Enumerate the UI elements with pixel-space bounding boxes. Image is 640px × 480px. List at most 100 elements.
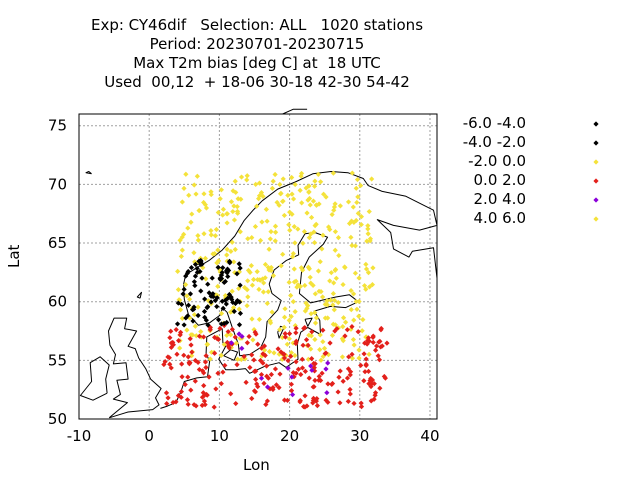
station-marker bbox=[259, 219, 265, 225]
station-marker bbox=[312, 178, 318, 184]
coastline bbox=[223, 349, 239, 361]
station-marker bbox=[232, 246, 238, 253]
title-line-4: Used 00,12 + 18-06 30-18 42-30 54-42 bbox=[104, 73, 410, 91]
station-marker bbox=[332, 201, 338, 207]
station-marker bbox=[299, 365, 306, 371]
station-marker bbox=[339, 354, 346, 360]
station-marker bbox=[367, 377, 373, 384]
station-marker bbox=[292, 240, 298, 246]
station-marker bbox=[285, 365, 291, 371]
station-marker bbox=[262, 275, 268, 281]
station-marker bbox=[207, 327, 213, 333]
legend-marker bbox=[593, 159, 599, 165]
station-marker bbox=[214, 303, 220, 310]
station-marker bbox=[316, 377, 322, 383]
station-marker bbox=[345, 199, 352, 205]
station-marker bbox=[321, 191, 327, 197]
station-marker bbox=[231, 259, 237, 265]
station-marker bbox=[333, 275, 339, 281]
station-marker bbox=[281, 324, 287, 330]
station-marker bbox=[177, 297, 183, 303]
station-marker bbox=[349, 351, 355, 357]
station-marker bbox=[199, 261, 205, 267]
station-marker bbox=[215, 336, 222, 343]
station-marker bbox=[269, 185, 276, 191]
station-marker bbox=[361, 283, 368, 289]
station-marker bbox=[379, 343, 385, 349]
station-marker bbox=[325, 315, 331, 321]
station-marker bbox=[236, 331, 242, 337]
station-marker bbox=[355, 210, 361, 216]
station-marker bbox=[306, 189, 312, 195]
station-marker bbox=[185, 401, 191, 407]
station-marker bbox=[200, 265, 206, 271]
station-marker bbox=[244, 173, 250, 179]
station-marker bbox=[270, 386, 276, 393]
station-marker bbox=[305, 342, 311, 348]
station-marker bbox=[350, 336, 357, 343]
station-marker bbox=[336, 252, 342, 259]
station-marker bbox=[312, 320, 319, 326]
station-marker bbox=[204, 341, 210, 347]
station-marker bbox=[251, 388, 258, 394]
station-marker bbox=[202, 314, 208, 320]
station-marker bbox=[293, 278, 299, 284]
station-marker bbox=[316, 373, 322, 379]
station-marker bbox=[258, 345, 265, 351]
x-axis-label: Lon bbox=[243, 456, 270, 474]
station-marker bbox=[315, 268, 322, 274]
station-marker bbox=[265, 375, 271, 381]
station-marker bbox=[215, 247, 221, 253]
station-marker bbox=[236, 306, 242, 312]
station-marker bbox=[278, 190, 284, 197]
station-marker bbox=[371, 381, 377, 387]
station-marker bbox=[179, 361, 185, 367]
station-marker bbox=[232, 300, 239, 307]
station-marker bbox=[382, 375, 388, 381]
station-marker bbox=[366, 381, 372, 387]
station-marker bbox=[256, 316, 262, 323]
station-marker bbox=[346, 354, 352, 360]
station-marker bbox=[191, 306, 197, 312]
station-marker bbox=[325, 360, 331, 366]
x-tick-label: 40 bbox=[420, 427, 439, 445]
station-marker bbox=[195, 359, 201, 365]
station-marker bbox=[198, 288, 204, 294]
station-marker bbox=[258, 375, 265, 381]
station-marker bbox=[205, 281, 211, 287]
station-marker bbox=[238, 196, 244, 202]
station-marker bbox=[170, 339, 176, 346]
station-marker bbox=[213, 386, 219, 392]
station-marker bbox=[185, 225, 191, 231]
station-marker bbox=[297, 283, 303, 290]
station-marker bbox=[237, 229, 243, 235]
station-marker bbox=[203, 353, 209, 359]
station-marker bbox=[288, 353, 294, 359]
station-marker bbox=[234, 271, 240, 277]
station-marker bbox=[350, 204, 356, 210]
station-marker bbox=[304, 210, 310, 216]
station-marker bbox=[319, 246, 325, 252]
station-marker bbox=[196, 207, 202, 214]
station-marker bbox=[311, 240, 318, 246]
station-marker bbox=[215, 370, 221, 376]
station-marker bbox=[249, 282, 256, 288]
station-marker bbox=[242, 356, 248, 362]
station-marker bbox=[224, 220, 230, 226]
station-marker bbox=[324, 390, 330, 396]
station-marker bbox=[351, 342, 357, 348]
station-marker bbox=[164, 401, 170, 407]
station-marker bbox=[231, 308, 237, 314]
station-marker bbox=[228, 332, 234, 338]
y-axis-label: Lat bbox=[5, 244, 23, 268]
y-tick-label: 55 bbox=[48, 351, 67, 369]
station-marker bbox=[262, 261, 269, 268]
station-marker bbox=[242, 284, 248, 291]
station-marker bbox=[309, 356, 315, 362]
station-marker bbox=[298, 173, 304, 179]
station-marker bbox=[225, 329, 231, 335]
title-line-3: Max T2m bias [deg C] at 18 UTC bbox=[133, 54, 381, 72]
station-marker bbox=[267, 320, 274, 326]
station-marker bbox=[353, 185, 359, 191]
station-marker bbox=[337, 368, 343, 374]
